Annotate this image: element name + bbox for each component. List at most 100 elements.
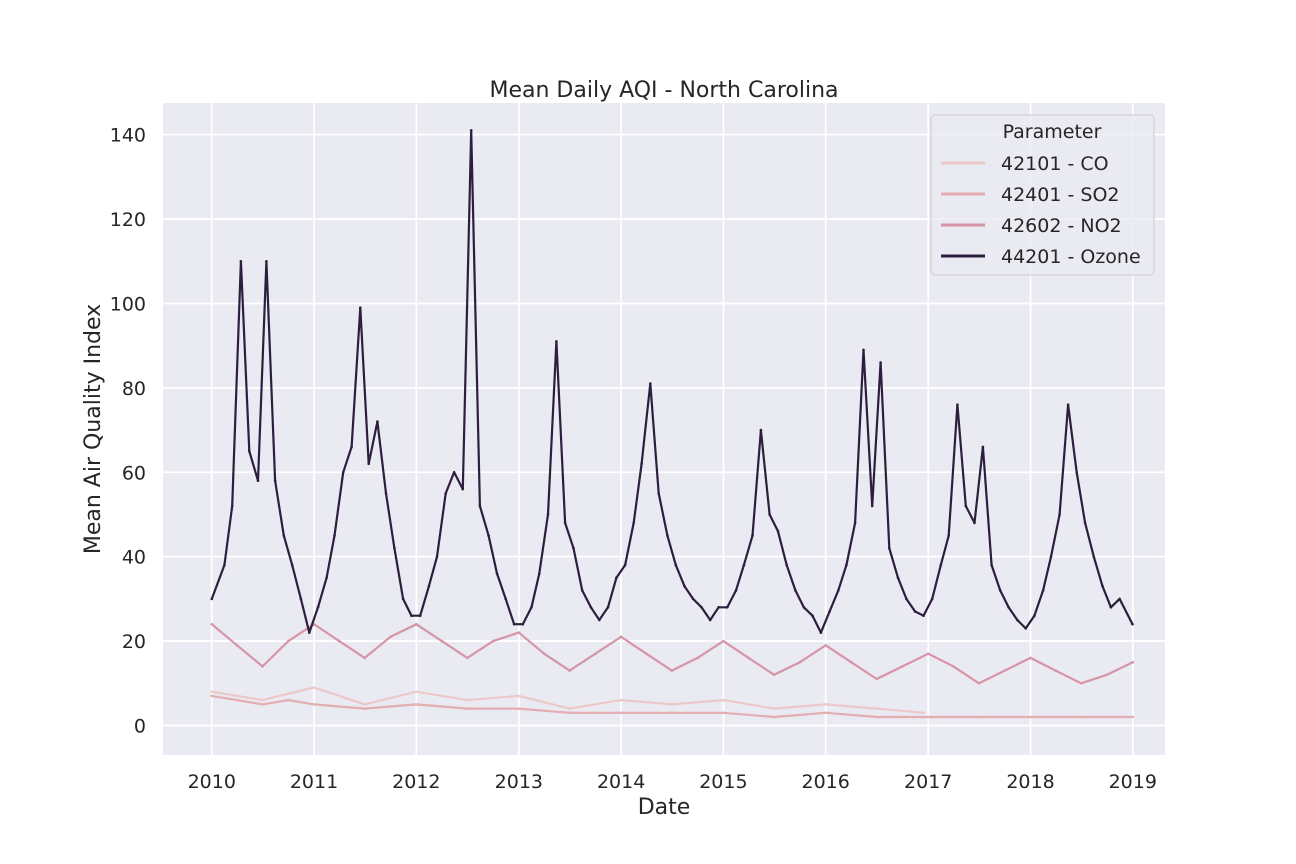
data-point xyxy=(325,576,328,580)
data-point xyxy=(235,698,239,702)
data-point xyxy=(210,597,214,601)
data-point xyxy=(546,513,550,516)
data-point xyxy=(410,614,413,617)
data-point xyxy=(235,644,239,647)
data-point xyxy=(956,403,959,407)
data-point xyxy=(670,711,674,715)
data-point xyxy=(261,703,264,706)
data-point xyxy=(538,572,541,575)
x-tick-label: 2010 xyxy=(188,771,236,793)
data-point xyxy=(265,260,268,263)
data-point xyxy=(389,635,392,639)
data-point xyxy=(619,711,623,715)
data-point xyxy=(691,597,695,601)
series-line-3 xyxy=(210,129,1134,634)
data-point xyxy=(363,703,367,706)
data-point xyxy=(824,703,827,706)
data-point xyxy=(572,546,575,550)
data-point xyxy=(517,694,521,698)
data-point xyxy=(632,521,635,525)
data-point xyxy=(308,631,311,634)
data-point xyxy=(466,698,469,702)
data-point xyxy=(517,631,521,634)
data-point xyxy=(657,492,660,495)
y-tick-label: 100 xyxy=(110,293,146,315)
y-tick-label: 40 xyxy=(122,547,146,569)
data-point xyxy=(239,260,243,263)
data-point xyxy=(700,606,703,609)
data-point xyxy=(819,631,823,634)
x-tick-label: 2013 xyxy=(495,771,543,793)
data-point xyxy=(1079,715,1083,719)
x-tick-label: 2011 xyxy=(290,771,338,793)
data-point xyxy=(495,572,499,575)
data-point xyxy=(619,698,623,702)
data-point xyxy=(363,656,367,660)
data-point xyxy=(837,589,840,592)
data-point xyxy=(875,677,878,681)
data-point xyxy=(666,534,669,537)
x-tick-label: 2012 xyxy=(392,771,440,793)
y-gridlines xyxy=(163,133,1165,727)
data-point xyxy=(947,534,950,537)
data-point xyxy=(1075,471,1078,474)
data-point xyxy=(802,606,806,609)
data-point xyxy=(1016,618,1019,622)
y-axis-label: Mean Air Quality Index xyxy=(81,304,106,554)
x-tick-label: 2016 xyxy=(801,771,849,793)
data-point xyxy=(952,665,955,668)
data-point xyxy=(210,690,214,693)
data-point xyxy=(772,715,776,719)
y-tick-labels: 0 20 40 60 80 100 120 140 xyxy=(110,125,146,738)
data-point xyxy=(606,606,610,609)
data-point xyxy=(427,584,431,588)
data-point xyxy=(469,129,473,132)
data-point xyxy=(1131,622,1134,626)
data-point xyxy=(645,652,648,655)
data-point xyxy=(828,610,831,613)
y-tick-label: 0 xyxy=(134,715,146,737)
data-point xyxy=(759,428,763,432)
data-point xyxy=(772,673,776,677)
data-point xyxy=(393,546,396,550)
y-tick-label: 120 xyxy=(110,209,146,231)
data-point xyxy=(594,652,597,655)
data-point xyxy=(341,471,345,474)
x-tick-labels: 2010 2011 2012 2013 2014 2015 2016 2017 2018 2019 xyxy=(188,771,1157,793)
data-point xyxy=(623,563,627,567)
data-point xyxy=(290,563,294,567)
series-lines xyxy=(210,129,1135,719)
data-point xyxy=(1131,715,1135,719)
data-point xyxy=(359,306,362,310)
data-point xyxy=(376,420,379,423)
data-point xyxy=(530,606,533,609)
data-point xyxy=(1066,403,1070,407)
data-point xyxy=(589,606,593,609)
data-point xyxy=(415,703,418,706)
data-point xyxy=(418,614,422,617)
data-point xyxy=(316,606,320,609)
data-point xyxy=(875,707,878,710)
x-tick-label: 2019 xyxy=(1109,771,1157,793)
x-axis-label: Date xyxy=(638,795,691,820)
data-point xyxy=(1118,597,1121,601)
data-point xyxy=(337,639,341,643)
data-point xyxy=(649,382,652,385)
data-point xyxy=(210,622,214,626)
data-point xyxy=(670,669,674,672)
data-point xyxy=(615,576,618,580)
data-point xyxy=(939,563,943,567)
data-point xyxy=(580,589,584,592)
data-point xyxy=(521,622,525,626)
data-point xyxy=(466,707,469,710)
data-point xyxy=(223,563,226,567)
data-point xyxy=(973,521,976,525)
data-point xyxy=(478,504,482,508)
x-tick-label: 2017 xyxy=(904,771,952,793)
data-point xyxy=(977,715,981,719)
data-point xyxy=(1003,669,1006,672)
data-point xyxy=(333,534,336,537)
data-point xyxy=(640,462,643,466)
data-point xyxy=(905,597,908,601)
data-point xyxy=(435,555,439,558)
